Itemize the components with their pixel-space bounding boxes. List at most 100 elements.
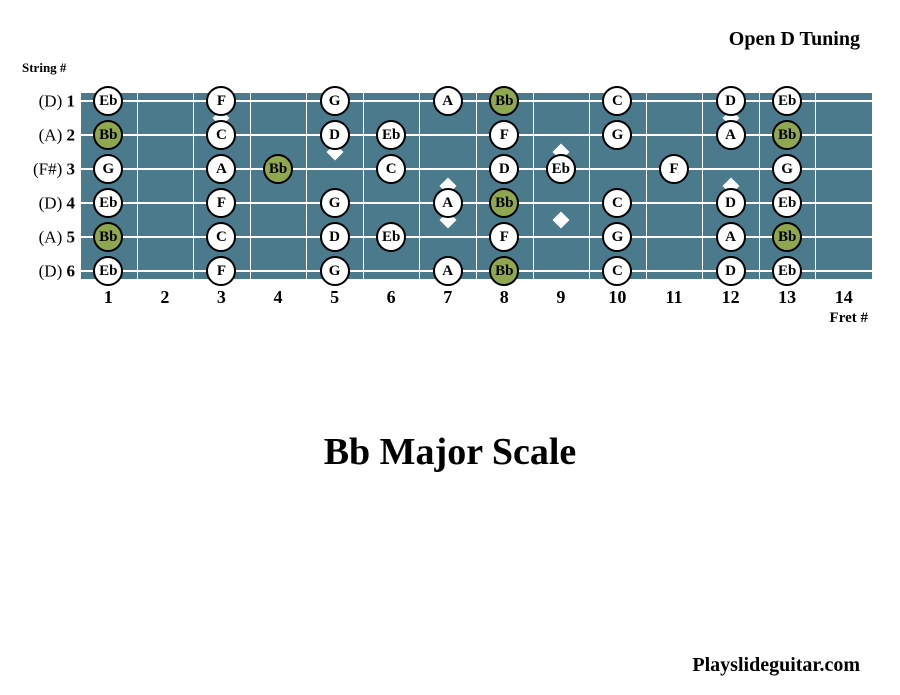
note-marker: A (716, 120, 746, 150)
string-line (80, 270, 872, 272)
fret-line (363, 93, 364, 279)
string-tuning-label: (D) (39, 194, 67, 213)
fret-number-label: 8 (500, 287, 509, 308)
fret-number-label: 14 (835, 287, 853, 308)
note-marker: C (602, 256, 632, 286)
fret-line (702, 93, 703, 279)
fret-line (589, 93, 590, 279)
note-marker: A (206, 154, 236, 184)
note-marker: F (206, 188, 236, 218)
tuning-label: Open D Tuning (729, 28, 860, 51)
fret-number-label: 7 (443, 287, 452, 308)
fret-number-label: 4 (274, 287, 283, 308)
fret-line (80, 93, 81, 279)
fret-line (872, 93, 873, 279)
fret-line (759, 93, 760, 279)
note-marker: D (716, 86, 746, 116)
note-marker: A (433, 256, 463, 286)
note-marker-root: Bb (93, 222, 123, 252)
string-label: (A) 5 (20, 229, 75, 246)
string-label: (F#) 3 (20, 161, 75, 178)
fret-number-label: 1 (104, 287, 113, 308)
fret-number-label: 2 (160, 287, 169, 308)
note-marker: C (602, 188, 632, 218)
string-line (80, 100, 872, 102)
note-marker: A (433, 86, 463, 116)
note-marker: G (320, 188, 350, 218)
fret-number-label: 13 (778, 287, 796, 308)
note-marker: F (489, 222, 519, 252)
fret-line (646, 93, 647, 279)
string-axis-label: String # (22, 60, 66, 76)
note-marker: F (659, 154, 689, 184)
note-marker: C (602, 86, 632, 116)
note-marker: D (489, 154, 519, 184)
note-marker-root: Bb (489, 256, 519, 286)
note-marker: G (320, 256, 350, 286)
fret-line (419, 93, 420, 279)
string-label: (D) 6 (20, 263, 75, 280)
note-marker: D (320, 222, 350, 252)
fret-line (815, 93, 816, 279)
note-marker: D (716, 256, 746, 286)
note-marker: A (716, 222, 746, 252)
scale-title: Bb Major Scale (0, 430, 900, 474)
fret-number-label: 6 (387, 287, 396, 308)
fret-line (476, 93, 477, 279)
note-marker: C (206, 222, 236, 252)
fret-number-label: 5 (330, 287, 339, 308)
string-line (80, 236, 872, 238)
note-marker: Eb (546, 154, 576, 184)
note-marker-root: Bb (772, 120, 802, 150)
fret-number-label: 11 (665, 287, 682, 308)
note-marker: Eb (772, 256, 802, 286)
fret-line (250, 93, 251, 279)
string-tuning-label: (A) (39, 126, 67, 145)
fret-number-label: 12 (722, 287, 740, 308)
note-marker: Eb (376, 222, 406, 252)
note-marker-root: Bb (489, 188, 519, 218)
note-marker: G (320, 86, 350, 116)
fret-line (193, 93, 194, 279)
string-number-label: 6 (67, 262, 76, 281)
fret-line (137, 93, 138, 279)
note-marker: D (716, 188, 746, 218)
note-marker: G (602, 120, 632, 150)
note-marker: Eb (93, 86, 123, 116)
string-label: (D) 4 (20, 195, 75, 212)
string-line (80, 202, 872, 204)
string-label: (A) 2 (20, 127, 75, 144)
string-number-label: 1 (67, 92, 76, 111)
string-tuning-label: (D) (39, 92, 67, 111)
note-marker: G (93, 154, 123, 184)
string-number-label: 5 (67, 228, 76, 247)
note-marker-root: Bb (93, 120, 123, 150)
note-marker: D (320, 120, 350, 150)
fret-axis-label: Fret # (830, 310, 868, 327)
string-number-label: 3 (67, 160, 76, 179)
note-marker: Eb (93, 256, 123, 286)
note-marker: Eb (772, 86, 802, 116)
note-marker: F (206, 256, 236, 286)
string-number-label: 4 (67, 194, 76, 213)
string-number-label: 2 (67, 126, 76, 145)
note-marker: F (489, 120, 519, 150)
note-marker: A (433, 188, 463, 218)
site-credit: Playslideguitar.com (692, 654, 860, 677)
fret-number-label: 3 (217, 287, 226, 308)
note-marker-root: Bb (263, 154, 293, 184)
fret-number-label: 10 (608, 287, 626, 308)
note-marker: C (376, 154, 406, 184)
string-line (80, 134, 872, 136)
note-marker: C (206, 120, 236, 150)
string-tuning-label: (A) (39, 228, 67, 247)
note-marker: Eb (376, 120, 406, 150)
string-line (80, 168, 872, 170)
string-label: (D) 1 (20, 93, 75, 110)
note-marker-root: Bb (772, 222, 802, 252)
string-tuning-label: (F#) (33, 160, 67, 179)
note-marker: G (772, 154, 802, 184)
fret-line (533, 93, 534, 279)
note-marker: Eb (772, 188, 802, 218)
fret-line (306, 93, 307, 279)
